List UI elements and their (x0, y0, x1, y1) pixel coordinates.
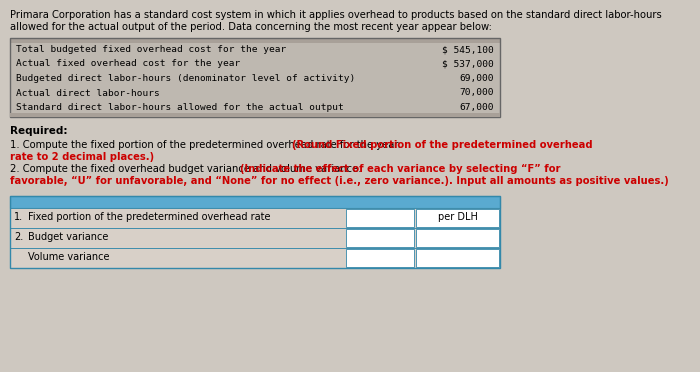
Text: 2. Compute the fixed overhead budget variance and volume variance.: 2. Compute the fixed overhead budget var… (10, 164, 365, 173)
Text: Required:: Required: (10, 126, 67, 137)
Text: Fixed portion of the predetermined overhead rate: Fixed portion of the predetermined overh… (28, 212, 270, 222)
Bar (10, 112, 500, 116)
Bar (10, 208, 500, 228)
Text: (Indicate the effect of each variance by selecting “F” for: (Indicate the effect of each variance by… (241, 164, 561, 173)
Text: $ 545,100: $ 545,100 (442, 45, 494, 54)
Bar (10, 228, 500, 247)
Text: allowed for the actual output of the period. Data concerning the most recent yea: allowed for the actual output of the per… (10, 22, 492, 32)
Text: Actual direct labor-hours: Actual direct labor-hours (16, 89, 160, 97)
Bar (416, 248, 499, 266)
Text: Primara Corporation has a standard cost system in which it applies overhead to p: Primara Corporation has a standard cost … (10, 10, 661, 20)
Text: Total budgeted fixed overhead cost for the year: Total budgeted fixed overhead cost for t… (16, 45, 286, 54)
Text: 2.: 2. (14, 232, 23, 243)
Bar (416, 208, 499, 227)
Text: 67,000: 67,000 (459, 103, 494, 112)
Text: (Round Fixed portion of the predetermined overhead: (Round Fixed portion of the predetermine… (293, 140, 593, 150)
Bar (10, 38, 500, 43)
Bar (346, 228, 414, 247)
Text: Budget variance: Budget variance (28, 232, 108, 243)
Text: Budgeted direct labor-hours (denominator level of activity): Budgeted direct labor-hours (denominator… (16, 74, 355, 83)
Text: 1.: 1. (14, 212, 23, 222)
Bar (10, 247, 500, 267)
Bar (10, 196, 500, 267)
Text: rate to 2 decimal places.): rate to 2 decimal places.) (10, 151, 154, 161)
Bar (10, 196, 500, 208)
Text: per DLH: per DLH (438, 212, 477, 222)
Text: $ 537,000: $ 537,000 (442, 60, 494, 68)
Text: 69,000: 69,000 (459, 74, 494, 83)
Text: Volume variance: Volume variance (28, 253, 109, 263)
Text: Standard direct labor-hours allowed for the actual output: Standard direct labor-hours allowed for … (16, 103, 344, 112)
Bar (10, 38, 500, 116)
Text: favorable, “U” for unfavorable, and “None” for no effect (i.e., zero variance.).: favorable, “U” for unfavorable, and “Non… (10, 176, 668, 186)
Text: 1. Compute the fixed portion of the predetermined overhead rate for the year.: 1. Compute the fixed portion of the pred… (10, 140, 404, 150)
Bar (416, 228, 499, 247)
Bar (346, 248, 414, 266)
Text: Actual fixed overhead cost for the year: Actual fixed overhead cost for the year (16, 60, 240, 68)
Text: 70,000: 70,000 (459, 89, 494, 97)
Bar (10, 43, 500, 116)
Bar (346, 208, 414, 227)
